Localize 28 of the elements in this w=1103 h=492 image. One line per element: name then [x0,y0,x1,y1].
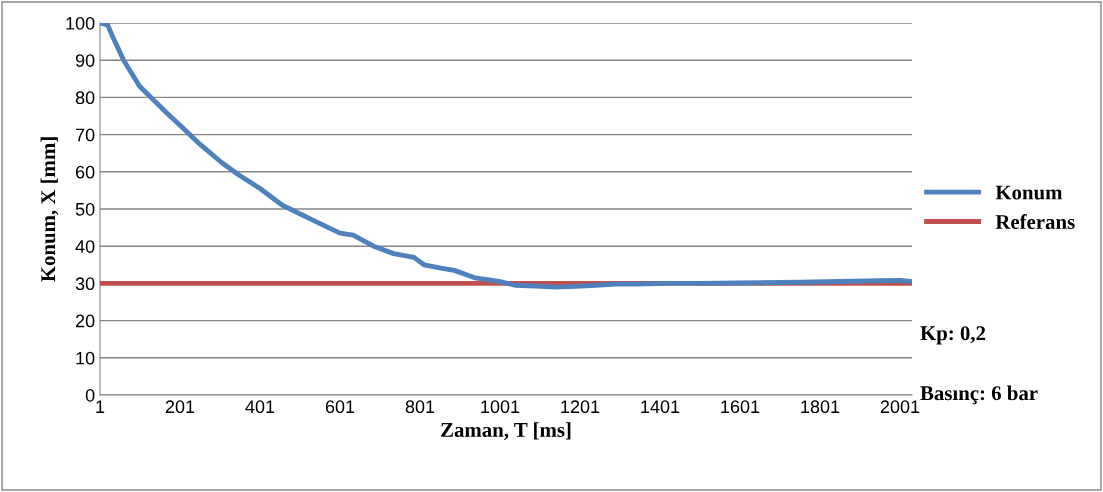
x-tick-label: 1401 [641,400,680,414]
x-tick-label: 1001 [481,400,520,414]
y-tick-label: 50 [75,202,95,216]
y-tick-label: 80 [75,91,95,105]
x-axis-title: Zaman, T [ms] [441,422,571,440]
y-tick-label: 60 [75,165,95,179]
x-tick-label: 401 [245,400,275,414]
x-tick-label: 201 [165,400,195,414]
y-tick-label: 100 [66,16,95,30]
x-tick-label: 1801 [801,400,840,414]
y-tick-label: 70 [75,128,95,142]
x-tick-label: 1 [96,400,105,413]
y-tick-label: 0 [85,388,95,402]
text: Basınç: 6 bar [920,385,1038,405]
x-tick-label: 1201 [561,400,600,414]
text: Kp: 0,2 [920,326,986,345]
x-tick-label: 601 [325,400,355,414]
legend-label: Konum [995,185,1063,200]
legend-label: Referans [995,214,1075,229]
y-tick-label: 20 [75,314,95,328]
y-tick-label: 30 [75,277,95,291]
x-tick-label: 801 [405,400,435,414]
y-tick-label: 40 [75,240,95,253]
y-tick-label: 10 [76,351,95,365]
y-tick-label: 90 [75,54,95,67]
x-tick-label: 2001 [880,400,920,414]
x-tick-label: 1601 [721,400,760,414]
y-axis-title: Konum, X [mm] [40,137,59,282]
